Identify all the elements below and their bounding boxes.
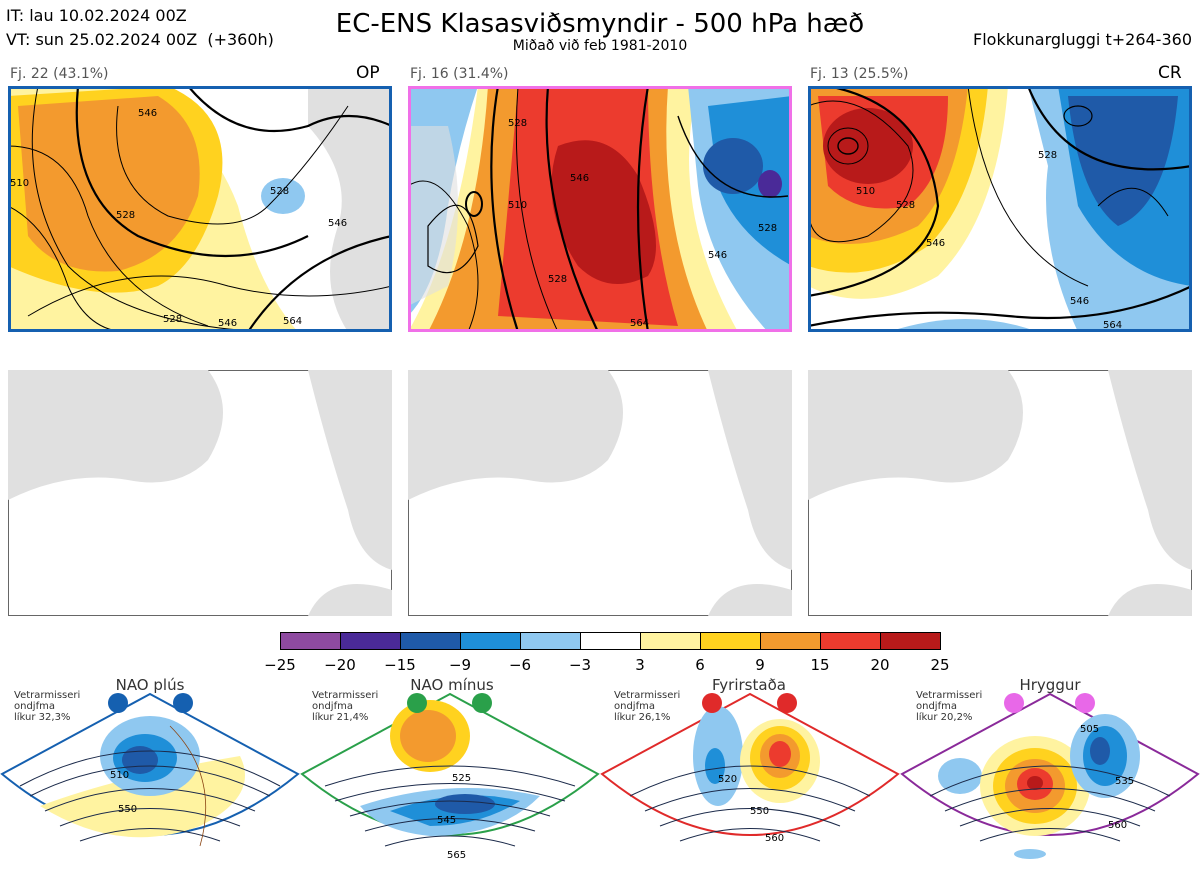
regime-2-title: NAO mínus — [410, 676, 494, 694]
colorbar-tick-label: −25 — [264, 656, 296, 674]
svg-text:546: 546 — [138, 108, 157, 119]
svg-text:546: 546 — [926, 238, 945, 249]
cluster-2-label: Fj. 16 (31.4%) — [410, 66, 509, 82]
svg-text:564: 564 — [1103, 320, 1122, 331]
colorbar-segment — [820, 632, 881, 650]
svg-text:560: 560 — [765, 833, 784, 844]
empty-map-1 — [8, 370, 392, 616]
regime-1-map: 510 550 — [0, 686, 302, 871]
svg-text:550: 550 — [750, 806, 769, 817]
cluster-3-map: 510 528 546 528 546 564 — [808, 86, 1192, 332]
cluster-1-map: 546 528 510 528 546 528 546 564 — [8, 86, 392, 332]
colorbar-ticks: −25 −20 −15 −9 −6 −3 3 6 9 15 20 25 — [264, 656, 949, 676]
svg-text:535: 535 — [1115, 776, 1134, 787]
page-title: EC-ENS Klasasviðsmyndir - 500 hPa hæð — [335, 9, 865, 39]
svg-text:546: 546 — [218, 318, 237, 329]
regime-3-title: Fyrirstaða — [712, 676, 786, 694]
colorbar-tick-label: 25 — [930, 656, 950, 674]
colorbar-segment — [340, 632, 401, 650]
svg-text:520: 520 — [718, 774, 737, 785]
svg-text:565: 565 — [447, 850, 466, 861]
svg-text:528: 528 — [548, 274, 567, 285]
colorbar-tick-label: −20 — [324, 656, 356, 674]
colorbar-segment — [280, 632, 341, 650]
classification-window: Flokkunargluggi t+264-360 — [973, 30, 1192, 49]
colorbar-tick-label: −15 — [384, 656, 416, 674]
page-subtitle: Miðað við feb 1981-2010 — [512, 38, 688, 54]
init-time: IT: lau 10.02.2024 00Z — [6, 6, 187, 25]
regime-4-title: Hryggur — [1019, 676, 1081, 694]
colorbar-segment — [520, 632, 581, 650]
colorbar-tick-label: −6 — [508, 656, 532, 674]
colorbar-tick-label: −9 — [448, 656, 472, 674]
cluster-1-label: Fj. 22 (43.1%) — [10, 66, 109, 82]
svg-text:528: 528 — [116, 210, 135, 221]
svg-text:546: 546 — [328, 218, 347, 229]
svg-text:564: 564 — [630, 318, 649, 329]
svg-text:528: 528 — [896, 200, 915, 211]
svg-text:546: 546 — [1070, 296, 1089, 307]
empty-map-2 — [408, 370, 792, 616]
colorbar-segment — [580, 632, 641, 650]
svg-text:546: 546 — [708, 250, 727, 261]
colorbar-segment — [880, 632, 941, 650]
colorbar — [280, 632, 941, 652]
svg-text:550: 550 — [118, 804, 137, 815]
colorbar-segment — [700, 632, 761, 650]
svg-text:510: 510 — [508, 200, 527, 211]
svg-text:564: 564 — [283, 316, 302, 327]
svg-text:528: 528 — [508, 118, 527, 129]
cluster-2-frame — [408, 86, 792, 332]
cluster-3-frame — [808, 86, 1192, 332]
svg-text:510: 510 — [110, 770, 129, 781]
colorbar-tick-label: 6 — [695, 656, 705, 674]
svg-text:510: 510 — [10, 178, 29, 189]
colorbar-segment — [760, 632, 821, 650]
colorbar-tick-label: −3 — [568, 656, 592, 674]
svg-text:528: 528 — [1038, 150, 1057, 161]
colorbar-tick-label: 9 — [755, 656, 765, 674]
svg-text:528: 528 — [163, 314, 182, 325]
svg-text:560: 560 — [1108, 820, 1127, 831]
colorbar-segment — [460, 632, 521, 650]
cluster-3-tag: CR — [1158, 63, 1182, 83]
regime-1-note: Vetrarmisseri ondjfma líkur 32,3% — [14, 690, 81, 723]
svg-text:546: 546 — [570, 173, 589, 184]
colorbar-segment — [400, 632, 461, 650]
regime-3-map: 520 550 560 — [600, 686, 902, 871]
colorbar-tick-label: 3 — [635, 656, 645, 674]
regime-3-note: Vetrarmisseri ondjfma líkur 26,1% — [614, 690, 681, 723]
svg-text:505: 505 — [1080, 724, 1099, 735]
regime-1-title: NAO plús — [115, 676, 185, 694]
colorbar-tick-label: 15 — [810, 656, 830, 674]
colorbar-segment — [640, 632, 701, 650]
svg-text:528: 528 — [758, 223, 777, 234]
svg-text:525: 525 — [452, 773, 471, 784]
cluster-2-map: 528 546 510 528 546 528 564 — [408, 86, 792, 332]
regime-2-note: Vetrarmisseri ondjfma líkur 21,4% — [312, 690, 379, 723]
cluster-3-label: Fj. 13 (25.5%) — [810, 66, 909, 82]
valid-time: VT: sun 25.02.2024 00Z (+360h) — [6, 30, 274, 49]
svg-text:528: 528 — [270, 186, 289, 197]
colorbar-tick-label: 20 — [870, 656, 890, 674]
cluster-1-tag: OP — [356, 63, 380, 83]
cluster-1-frame — [8, 86, 392, 332]
regime-2-map: 525 545 565 — [300, 686, 602, 871]
empty-map-3 — [808, 370, 1192, 616]
regime-4-note: Vetrarmisseri ondjfma líkur 20,2% — [916, 690, 983, 723]
svg-text:545: 545 — [437, 815, 456, 826]
regime-4-map: 505 535 560 — [900, 686, 1200, 871]
svg-text:510: 510 — [856, 186, 875, 197]
